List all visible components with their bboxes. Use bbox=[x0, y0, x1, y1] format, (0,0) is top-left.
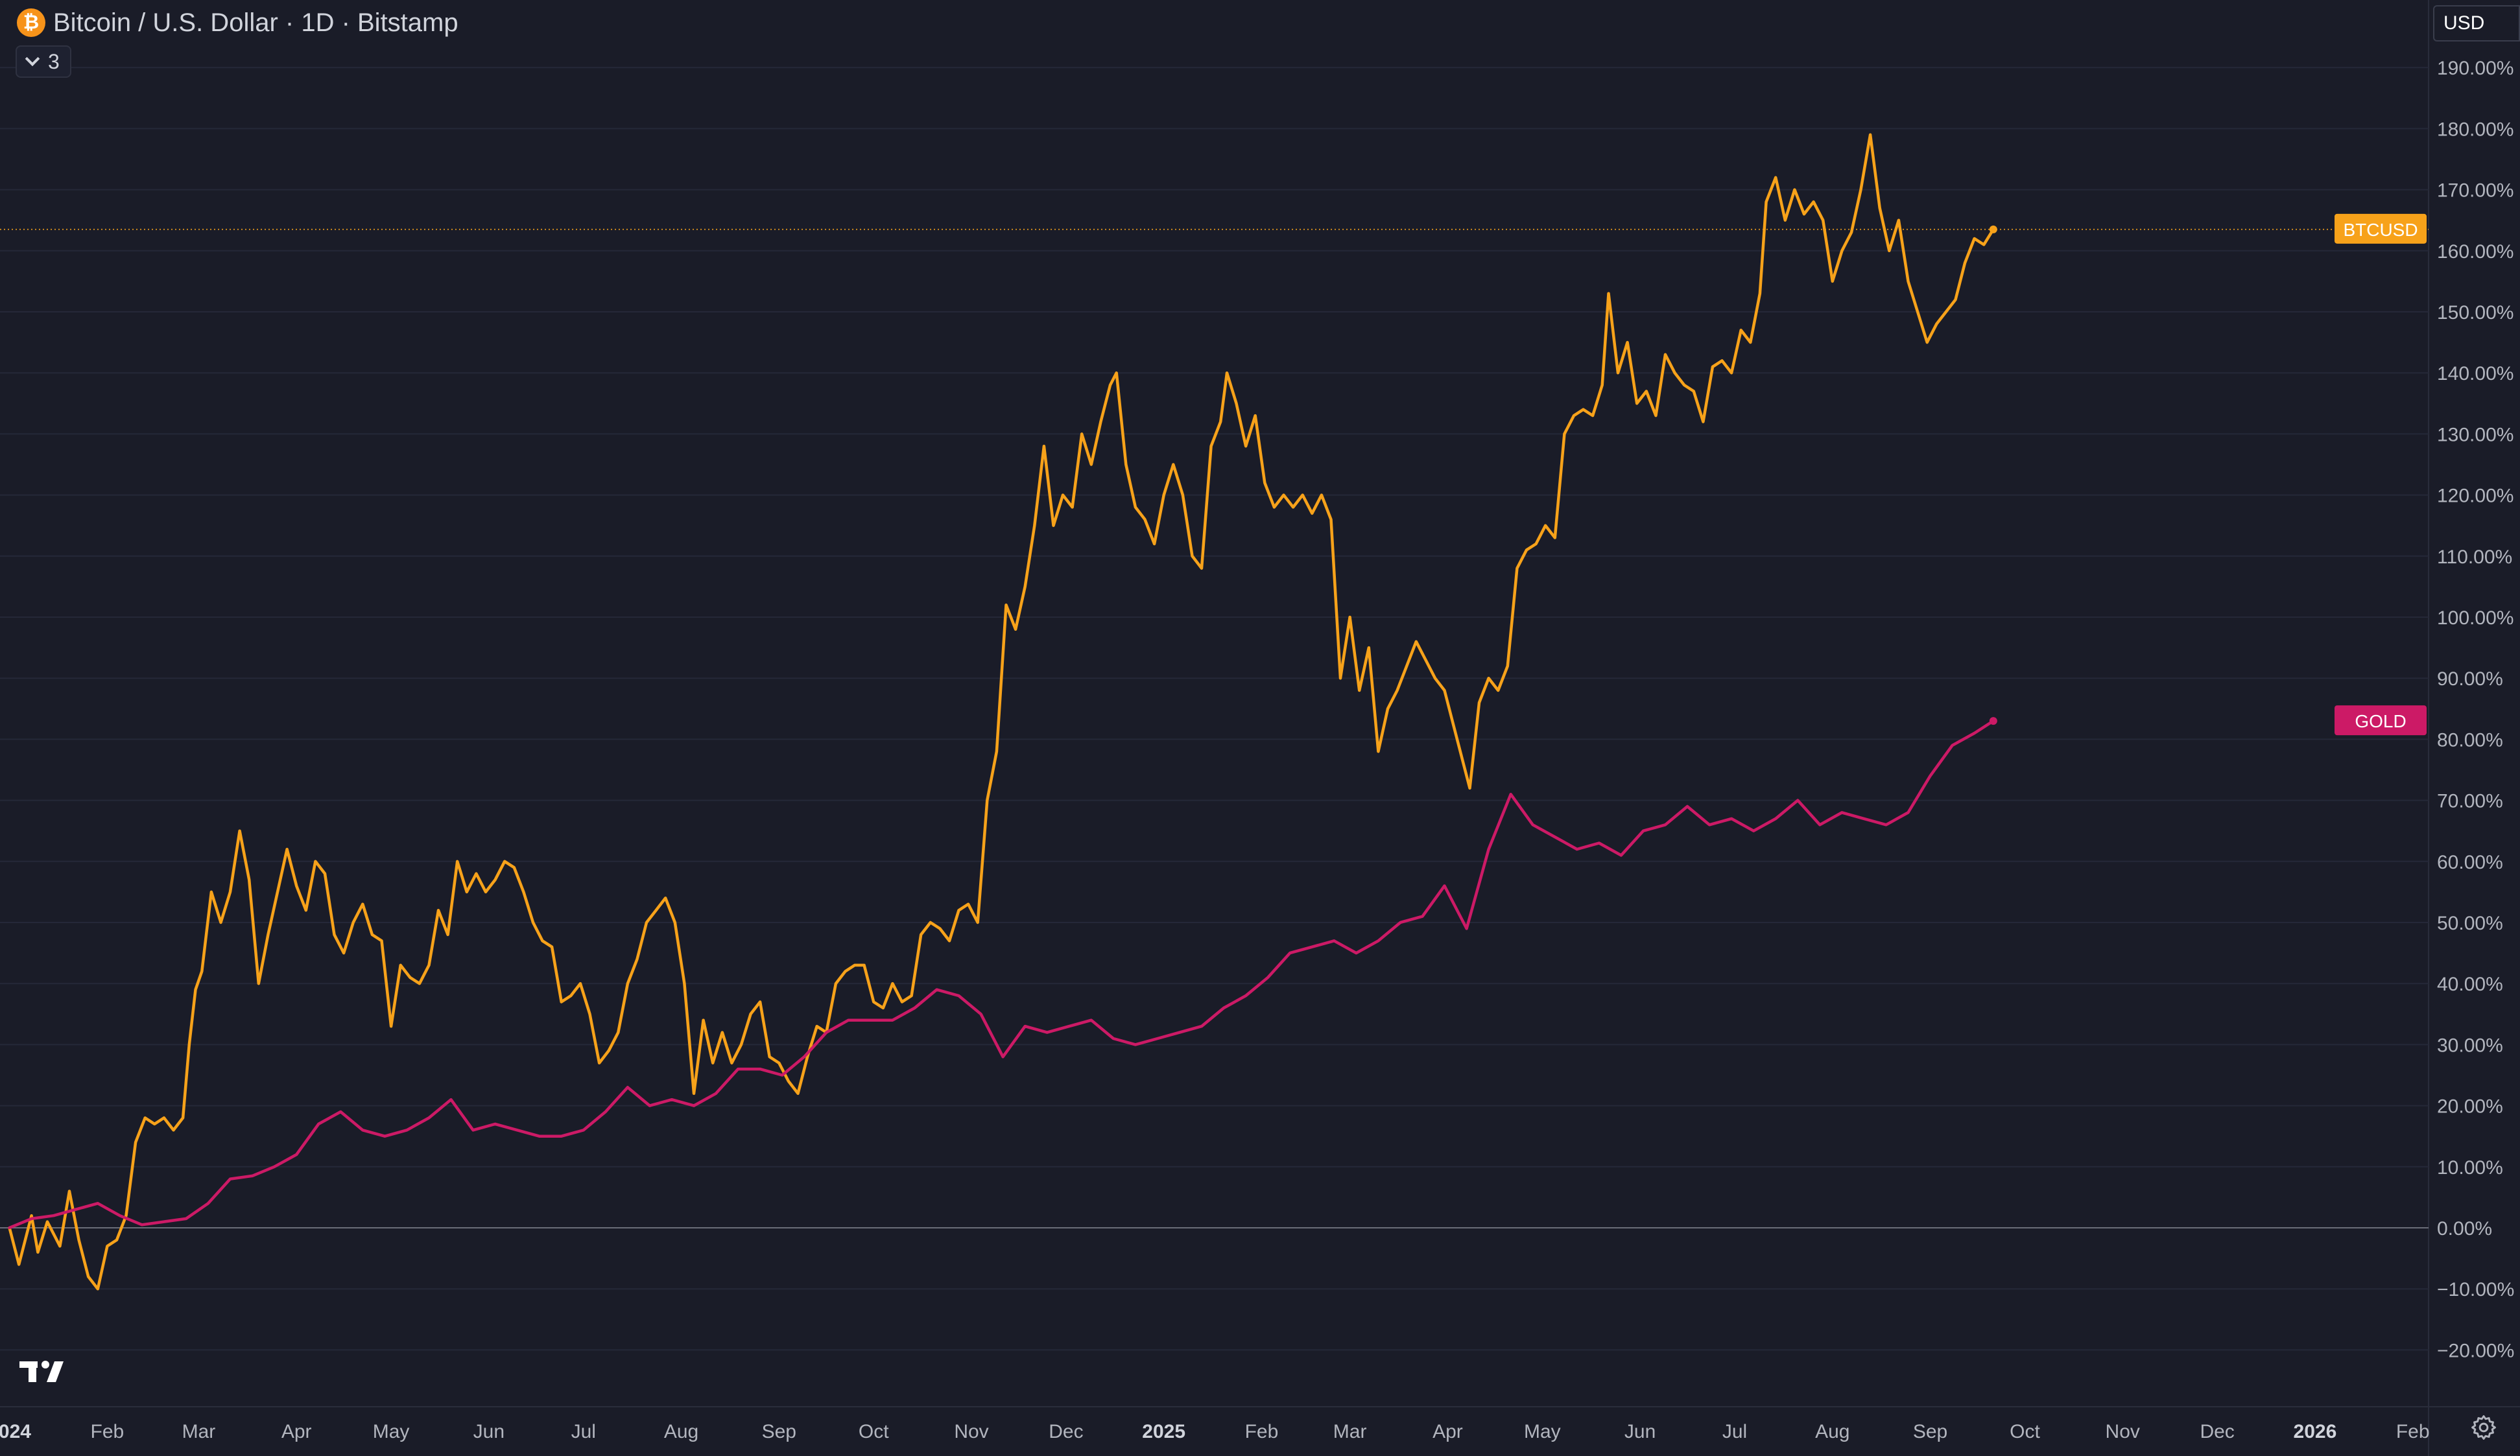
y-tick-label: 60.00% bbox=[2437, 852, 2503, 873]
y-tick-label: 190.00% bbox=[2437, 58, 2514, 79]
x-tick-label: Aug bbox=[1815, 1421, 1849, 1442]
x-tick-label: Sep bbox=[762, 1421, 796, 1442]
chart-header: ₿ Bitcoin / U.S. Dollar · 1D · Bitstamp bbox=[17, 6, 458, 39]
series-label-bg-btcusd bbox=[2335, 213, 2427, 244]
x-tick-label: Mar bbox=[1333, 1421, 1367, 1442]
y-tick-label: 180.00% bbox=[2437, 119, 2514, 140]
x-tick-label: Dec bbox=[2200, 1421, 2234, 1442]
y-tick-label: 170.00% bbox=[2437, 180, 2514, 202]
x-tick-label: Jun bbox=[1624, 1421, 1656, 1442]
series-label-bg-gold bbox=[2335, 705, 2427, 736]
x-tick-label: Mar bbox=[182, 1421, 216, 1442]
series-lines bbox=[0, 133, 2429, 1291]
y-tick-label: 40.00% bbox=[2437, 974, 2503, 995]
y-tick-label: 100.00% bbox=[2437, 607, 2514, 629]
axes: 190.00% 180.00% 170.00% 160.00% 150.00% 140.0… bbox=[0, 58, 2514, 1442]
series-labels: BTCUSD GOLD bbox=[2335, 213, 2427, 736]
y-tick-label: −10.00% bbox=[2437, 1279, 2514, 1300]
series-line-gold[interactable] bbox=[8, 719, 1995, 1230]
series-label-btcusd[interactable]: BTCUSD bbox=[2343, 220, 2418, 240]
tradingview-logo[interactable] bbox=[19, 1357, 71, 1386]
x-tick-label: Feb bbox=[91, 1421, 125, 1442]
x-tick-label: 2024 bbox=[0, 1421, 31, 1442]
y-tick-label: 90.00% bbox=[2437, 668, 2503, 690]
x-tick-label: Jun bbox=[473, 1421, 505, 1442]
y-tick-label: 30.00% bbox=[2437, 1035, 2503, 1056]
y-tick-label: 150.00% bbox=[2437, 302, 2514, 323]
x-tick-label: Jul bbox=[1722, 1421, 1747, 1442]
series-label-gold[interactable]: GOLD bbox=[2355, 711, 2406, 731]
symbol-title[interactable]: Bitcoin / U.S. Dollar · 1D · Bitstamp bbox=[53, 8, 458, 37]
x-tick-label: May bbox=[373, 1421, 410, 1442]
series-last-point-gold bbox=[1989, 717, 1997, 725]
currency-button[interactable]: USD bbox=[2433, 5, 2520, 41]
y-tick-label: 10.00% bbox=[2437, 1157, 2503, 1179]
y-tick-label: 80.00% bbox=[2437, 729, 2503, 751]
y-tick-label: 120.00% bbox=[2437, 486, 2514, 507]
x-tick-label: Jul bbox=[571, 1421, 596, 1442]
y-tick-label: 0.00% bbox=[2437, 1218, 2492, 1239]
indicator-toggle-button[interactable]: 3 bbox=[16, 45, 71, 78]
y-tick-label: 110.00% bbox=[2437, 546, 2512, 568]
x-tick-label: Aug bbox=[664, 1421, 698, 1442]
x-tick-label: Feb bbox=[2396, 1421, 2430, 1442]
x-tick-label: Oct bbox=[859, 1421, 889, 1442]
x-tick-label: 2025 bbox=[1142, 1421, 1185, 1442]
indicator-count: 3 bbox=[48, 49, 60, 73]
y-tick-label: −20.00% bbox=[2437, 1340, 2514, 1361]
x-tick-label: Dec bbox=[1049, 1421, 1083, 1442]
y-tick-label: 20.00% bbox=[2437, 1096, 2503, 1118]
x-tick-label: Oct bbox=[2010, 1421, 2040, 1442]
y-tick-label: 70.00% bbox=[2437, 791, 2503, 812]
bitcoin-icon: ₿ bbox=[17, 8, 45, 37]
y-tick-label: 130.00% bbox=[2437, 424, 2514, 445]
x-tick-label: Nov bbox=[2106, 1421, 2140, 1442]
series-line-btcusd[interactable] bbox=[8, 133, 1995, 1291]
chevron-down-icon bbox=[25, 51, 40, 67]
x-tick-label: May bbox=[1524, 1421, 1561, 1442]
gear-icon[interactable] bbox=[2469, 1413, 2498, 1442]
x-tick-label: Sep bbox=[1913, 1421, 1947, 1442]
y-tick-label: 140.00% bbox=[2437, 363, 2514, 384]
x-tick-label: Apr bbox=[1432, 1421, 1463, 1442]
x-tick-label: Feb bbox=[1245, 1421, 1279, 1442]
y-tick-label: 160.00% bbox=[2437, 241, 2514, 263]
x-tick-label: Nov bbox=[954, 1421, 988, 1442]
x-tick-label: Apr bbox=[281, 1421, 312, 1442]
x-tick-label: 2026 bbox=[2294, 1421, 2337, 1442]
y-tick-label: 50.00% bbox=[2437, 913, 2503, 934]
